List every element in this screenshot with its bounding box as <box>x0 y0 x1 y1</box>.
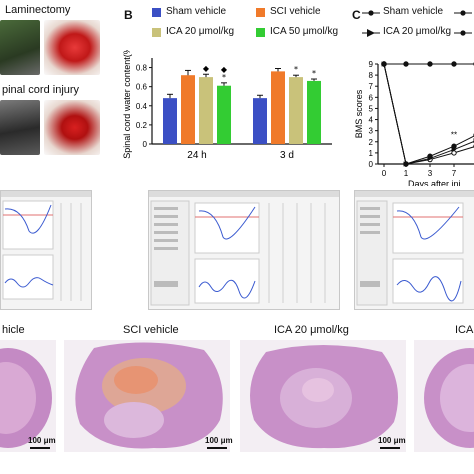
c-y-axis-label: BMS scores <box>354 89 364 138</box>
y-tick-label-4: 0.8 <box>136 64 148 73</box>
legend-c-label-1: Sham vehicle <box>383 6 444 17</box>
significance-mark-ica-50-mol-kg-24-h-0: * <box>222 73 226 82</box>
bar-ica-20-mol-kg-3-d <box>289 77 303 144</box>
legend-marker-4 <box>454 30 472 36</box>
panel-b-legend: Sham vehicle SCI vehicle ICA 20 μmol/kg ICA… <box>152 4 352 48</box>
scale-bar-3 <box>380 447 400 449</box>
histology-section-1 <box>0 340 56 452</box>
legend-swatch-sci-vehicle <box>256 8 265 17</box>
significance-mark-ica-20-mol-kg-24-h-0: ◆ <box>203 64 210 73</box>
c-x-tick-label-3: 7 <box>452 169 457 178</box>
bar-sci-vehicle-3-d <box>271 71 285 144</box>
c-y-tick-label-8: 8 <box>369 71 374 80</box>
legend-marker-3 <box>362 29 380 37</box>
c-x-tick-label-0: 0 <box>382 169 387 178</box>
legend-swatch-ica-50-mol-kg <box>256 28 265 37</box>
y-tick-label-1: 0.2 <box>136 121 148 130</box>
c-point-sham-vehicle-3 <box>451 61 457 67</box>
injury-photo-2 <box>44 100 100 155</box>
c-y-tick-label-4: 4 <box>369 116 374 125</box>
c-point-sham-vehicle-2 <box>427 61 433 67</box>
legend-label-ica-20-mol-kg: ICA 20 μmol/kg <box>166 26 235 37</box>
histology-section-4 <box>414 340 474 452</box>
bms-software-screenshot-3 <box>354 190 474 310</box>
legend-label-sci-vehicle: SCI vehicle <box>270 6 321 17</box>
c-point-ica-50-mol-kg-2 <box>427 153 433 159</box>
scale-bar-2 <box>207 447 227 449</box>
c-point-sham-vehicle-1 <box>403 61 409 67</box>
injury-photo-1 <box>0 100 40 155</box>
c-y-tick-label-5: 5 <box>369 104 374 113</box>
scale-label-3: 100 μm <box>378 436 406 445</box>
bms-software-screenshot-1 <box>0 190 92 310</box>
c-point-ica-50-mol-kg-1 <box>403 161 409 167</box>
c-significance-mark: ** <box>451 130 457 139</box>
y-tick-label-2: 0.4 <box>136 102 148 111</box>
significance-mark-ica-50-mol-kg-3-d-0: * <box>312 69 316 78</box>
c-line-ica-20-mol-kg <box>383 63 474 165</box>
c-x-axis-label: Days after inj… <box>408 179 470 186</box>
laminectomy-label: Laminectomy <box>5 4 71 16</box>
c-y-tick-label-7: 7 <box>369 82 374 91</box>
histology-label-2: SCI vehicle <box>123 324 179 336</box>
c-line-sci-group <box>383 63 474 165</box>
histology-section-3 <box>240 340 406 452</box>
c-line-ica-50-mol-kg <box>383 63 474 165</box>
y-tick-label-0: 0 <box>143 140 148 149</box>
bar-ica-50-mol-kg-24-h <box>217 85 231 144</box>
legend-marker-1 <box>362 10 380 16</box>
panel-b-chart: 0 0.2 0.4 0.6 0.8 Spinal cord water content(%… <box>122 50 332 161</box>
bar-sham-vehicle-3-d <box>253 98 267 144</box>
histology-label-4: ICA <box>455 324 474 336</box>
bar-ica-50-mol-kg-3-d <box>307 80 321 144</box>
significance-mark-ica-50-mol-kg-24-h-1: ◆ <box>221 65 228 74</box>
c-y-tick-label-3: 3 <box>369 127 374 136</box>
c-y-tick-label-6: 6 <box>369 93 374 102</box>
c-y-tick-label-2: 2 <box>369 138 374 147</box>
legend-label-ica-50-mol-kg: ICA 50 μmol/kg <box>270 26 339 37</box>
scale-bar-1 <box>30 447 50 449</box>
legend-swatch-sham-vehicle <box>152 8 161 17</box>
c-y-tick-label-1: 1 <box>369 149 374 158</box>
panel-b-letter: B <box>124 8 133 22</box>
y-axis-label: Spinal cord water content(%) <box>122 50 132 159</box>
x-category-label-24-h: 24 h <box>187 150 206 161</box>
y-tick-label-3: 0.6 <box>136 83 148 92</box>
laminectomy-photo-1 <box>0 20 40 75</box>
spinal-cord-injury-label: pinal cord injury <box>2 84 80 96</box>
scale-label-2: 100 μm <box>205 436 233 445</box>
histology-label-3: ICA 20 μmol/kg <box>274 324 349 336</box>
histology-label-1: hicle <box>2 324 25 336</box>
c-point-ica-50-mol-kg-0 <box>381 61 387 67</box>
x-category-label-3-d: 3 d <box>280 150 294 161</box>
scale-label-1: 100 μm <box>28 436 56 445</box>
bar-ica-20-mol-kg-24-h <box>199 77 213 144</box>
legend-c-label-3: ICA 20 μmol/kg <box>383 26 452 37</box>
laminectomy-photo-2 <box>44 20 100 75</box>
significance-mark-ica-20-mol-kg-3-d-0: * <box>294 65 298 74</box>
histology-section-2 <box>64 340 230 452</box>
c-point-ica-50-mol-kg-3 <box>451 143 457 149</box>
c-x-tick-label-1: 1 <box>404 169 409 178</box>
legend-swatch-ica-20-mol-kg <box>152 28 161 37</box>
c-y-tick-label-9: 9 <box>369 60 374 69</box>
legend-label-sham-vehicle: Sham vehicle <box>166 6 227 17</box>
c-y-tick-label-0: 0 <box>369 160 374 169</box>
c-x-tick-label-2: 3 <box>428 169 433 178</box>
panel-c-letter: C <box>352 8 361 22</box>
bar-sham-vehicle-24-h <box>163 98 177 144</box>
bar-sci-vehicle-24-h <box>181 75 195 144</box>
legend-marker-2 <box>454 10 472 16</box>
bms-software-screenshot-2 <box>148 190 340 310</box>
